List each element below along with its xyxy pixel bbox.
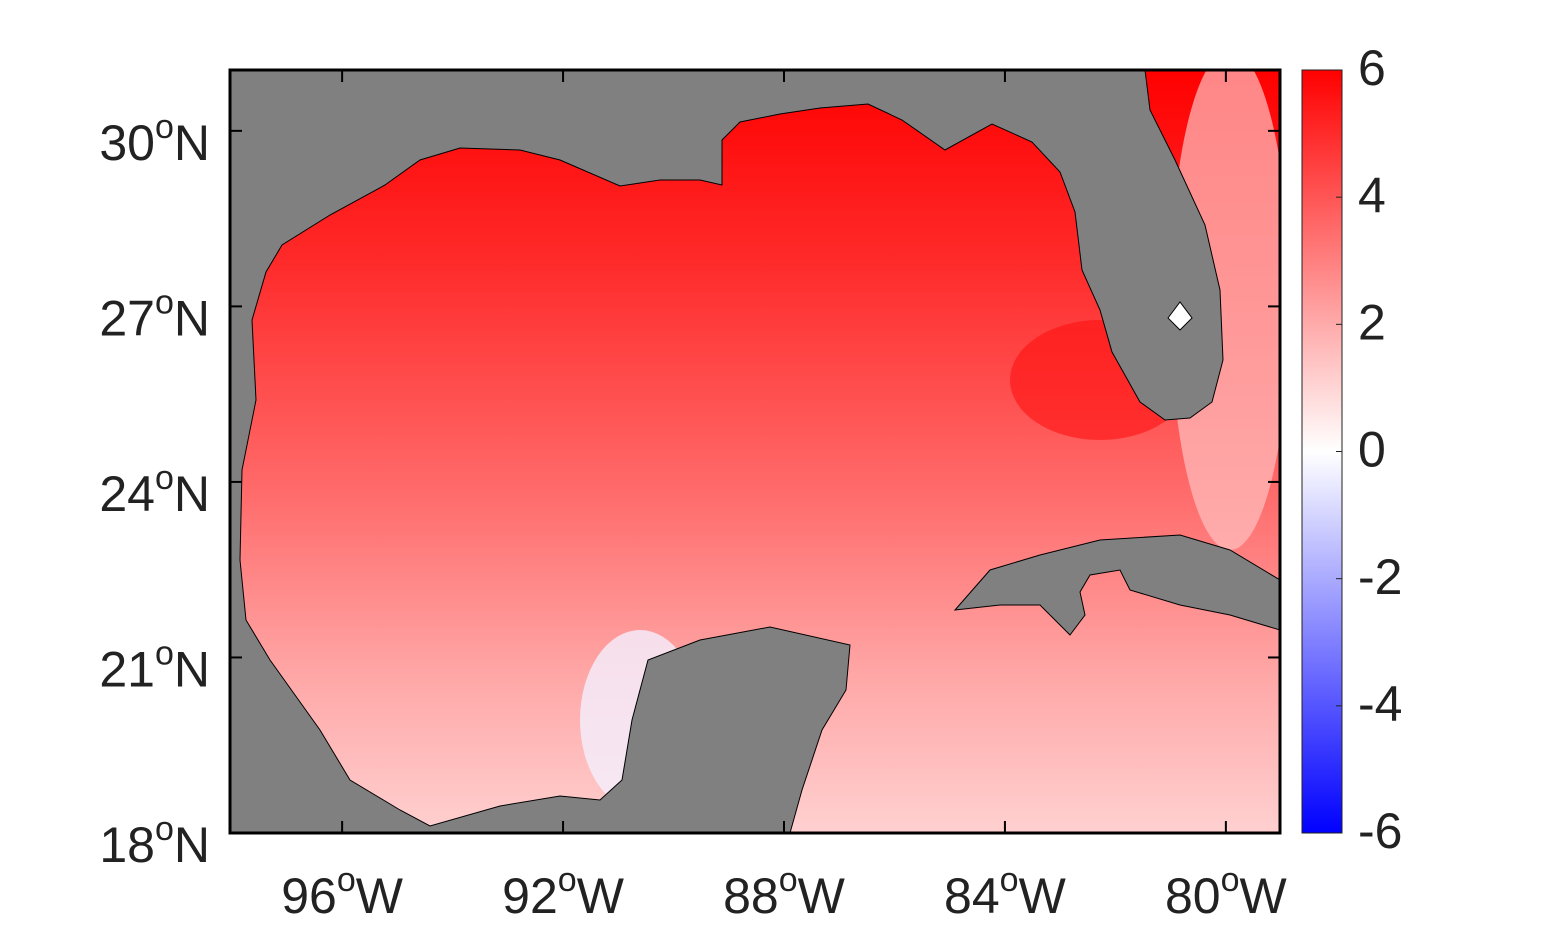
colorbar-tick-label: -4 (1358, 676, 1402, 732)
tick-number: 30 (99, 115, 155, 171)
degree-sign: o (1221, 861, 1240, 899)
degree-sign: o (155, 108, 174, 146)
tick-number: 80 (1165, 868, 1221, 924)
hemisphere: N (174, 115, 210, 171)
degree-sign: o (558, 861, 577, 899)
colorbar-tick-label: 0 (1358, 422, 1386, 478)
degree-sign: o (337, 861, 356, 899)
ocean-shade (1170, 70, 1280, 550)
tick-number: 24 (99, 466, 155, 522)
degree-sign: o (779, 861, 798, 899)
hemisphere: W (356, 868, 404, 924)
degree-sign: o (155, 810, 174, 848)
hemisphere: W (1019, 868, 1067, 924)
colorbar-tick-label: -2 (1358, 549, 1402, 605)
tick-number: 96 (281, 868, 337, 924)
degree-sign: o (1000, 861, 1019, 899)
y-tick-label: 21oN (99, 634, 210, 697)
map-area (230, 70, 1280, 833)
degree-sign: o (155, 634, 174, 672)
colorbar-tick-label: 4 (1358, 167, 1386, 223)
lake (1167, 301, 1193, 331)
tick-number: 18 (99, 817, 155, 873)
tick-number: 92 (502, 868, 558, 924)
degree-sign: o (155, 283, 174, 321)
tick-number: 21 (99, 642, 155, 698)
colorbar (1301, 69, 1343, 834)
colorbar-tick-label: 2 (1358, 295, 1386, 351)
plot-frame (228, 68, 1282, 835)
hemisphere: N (174, 642, 210, 698)
y-tick-label: 24oN (99, 459, 210, 522)
hemisphere: N (174, 466, 210, 522)
degree-sign: o (155, 459, 174, 497)
x-tick-label: 92oW (502, 861, 625, 924)
y-tick-label: 27oN (99, 283, 210, 346)
hemisphere: W (577, 868, 625, 924)
colorbar-tick-label: -6 (1358, 803, 1402, 859)
x-tick-label: 88oW (723, 861, 846, 924)
hemisphere: W (1240, 868, 1288, 924)
land (230, 70, 1224, 833)
x-tick-label: 80oW (1165, 861, 1288, 924)
tick-number: 88 (723, 868, 779, 924)
y-tick-label: 18oN (99, 810, 210, 873)
colorbar-tick-label: 6 (1358, 40, 1386, 96)
x-tick-label: 96oW (281, 861, 404, 924)
hemisphere: W (798, 868, 846, 924)
tick-number: 27 (99, 291, 155, 347)
y-tick-label: 30oN (99, 108, 210, 171)
cuba (953, 534, 1280, 636)
hemisphere: N (174, 817, 210, 873)
x-tick-label: 84oW (944, 861, 1067, 924)
tick-number: 84 (944, 868, 1000, 924)
hemisphere: N (174, 291, 210, 347)
